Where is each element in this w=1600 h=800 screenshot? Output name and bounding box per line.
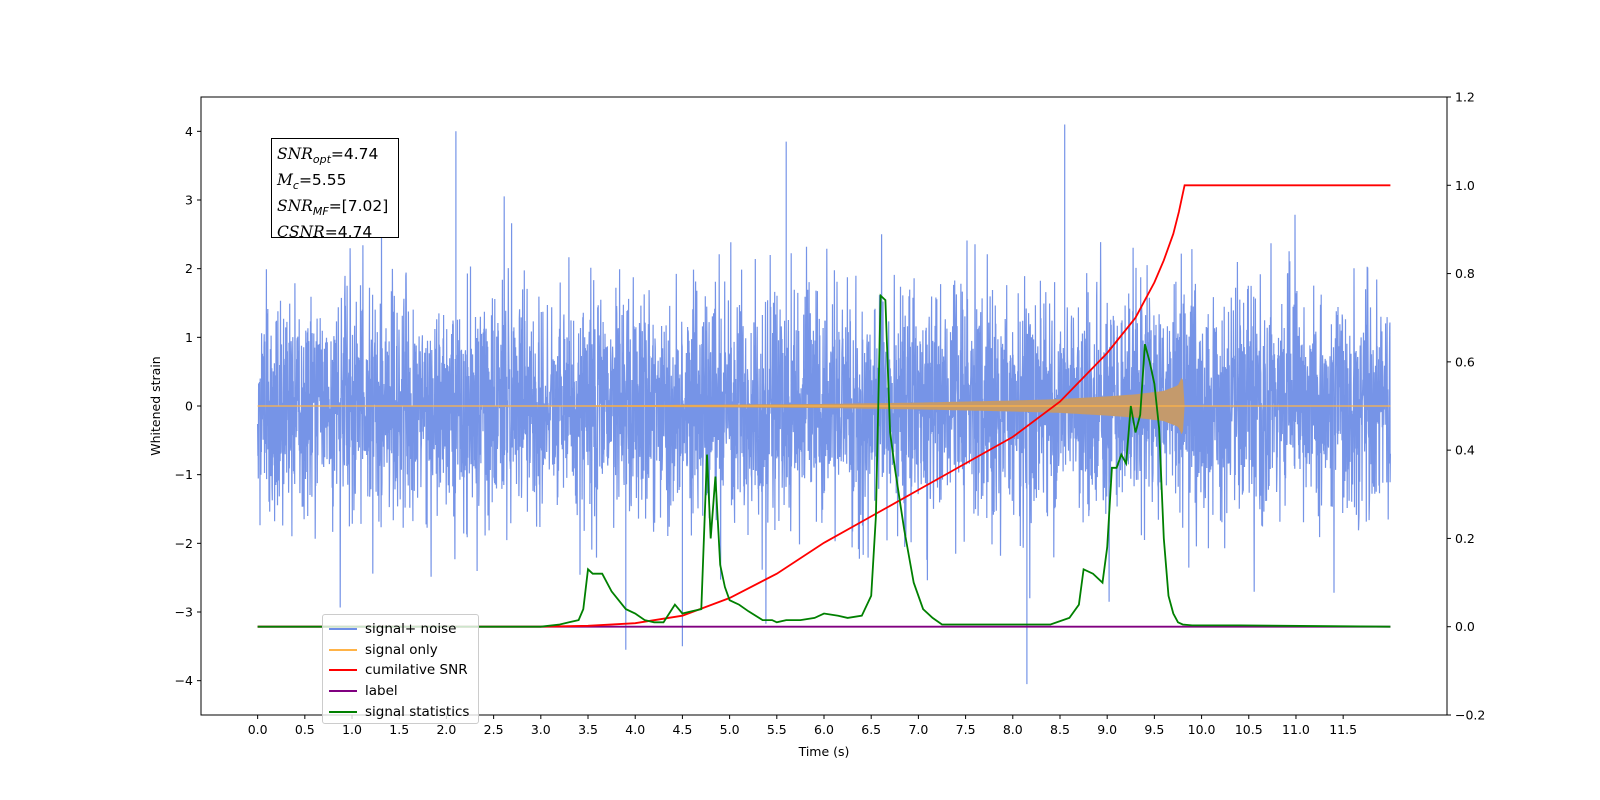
snr-opt-annotation: SNRopt=4.74 bbox=[277, 145, 379, 167]
x-tick-label: 11.5 bbox=[1329, 722, 1357, 737]
x-tick-label: 6.5 bbox=[861, 722, 881, 737]
mc-annotation: Mc=5.55 bbox=[277, 171, 347, 193]
snr-annotation-box: SNRopt=4.74 Mc=5.55 SNRMF=[7.02] CSNR=4.… bbox=[271, 138, 399, 241]
signal-noise-series bbox=[257, 124, 1391, 685]
legend-swatch bbox=[329, 710, 357, 713]
y2-tick-label: 1.0 bbox=[1455, 178, 1475, 193]
legend-item-signal-noise: signal+ noise bbox=[329, 619, 478, 640]
y2-tick-label: 0.0 bbox=[1455, 619, 1475, 634]
y2-tick-label: 0.2 bbox=[1455, 531, 1475, 546]
legend-item-signal-only: signal only bbox=[329, 640, 478, 661]
x-tick-label: 1.0 bbox=[342, 722, 362, 737]
y-tick-label: −3 bbox=[175, 605, 193, 620]
snr-mf-annotation: SNRMF=[7.02] bbox=[277, 197, 389, 219]
y-tick-label: −2 bbox=[175, 536, 193, 551]
y2-tick-label: −0.2 bbox=[1455, 708, 1485, 723]
legend-item-label: label bbox=[329, 681, 478, 702]
x-tick-label: 2.0 bbox=[436, 722, 456, 737]
x-tick-label: 11.0 bbox=[1282, 722, 1310, 737]
legend-label: signal+ noise bbox=[365, 621, 457, 638]
x-tick-label: 8.5 bbox=[1050, 722, 1070, 737]
x-tick-label: 8.0 bbox=[1003, 722, 1023, 737]
y2-axis-ticks: −0.2 0.0 0.2 0.4 0.6 0.8 1.0 1.2 bbox=[1447, 90, 1485, 723]
x-tick-label: 1.5 bbox=[389, 722, 409, 737]
x-tick-label: 5.0 bbox=[720, 722, 740, 737]
signal-only-series bbox=[257, 377, 1391, 435]
y-tick-label: 0 bbox=[185, 399, 193, 414]
x-axis-label: Time (s) bbox=[798, 744, 850, 759]
legend-swatch bbox=[329, 669, 357, 672]
x-tick-label: 6.0 bbox=[814, 722, 834, 737]
csnr-annotation: CSNR=4.74 bbox=[277, 223, 373, 242]
y-axis-label: Whitened strain bbox=[148, 356, 163, 455]
cumulative-snr-line bbox=[257, 184, 1391, 628]
legend-label: signal only bbox=[365, 641, 438, 658]
x-tick-label: 0.5 bbox=[295, 722, 315, 737]
x-tick-label: 10.0 bbox=[1188, 722, 1216, 737]
y-tick-label: −1 bbox=[175, 467, 193, 482]
legend-item-cumulative-snr: cumilative SNR bbox=[329, 660, 478, 681]
x-tick-label: 0.0 bbox=[248, 722, 268, 737]
x-tick-label: 3.5 bbox=[578, 722, 598, 737]
legend-swatch bbox=[329, 690, 357, 693]
x-tick-label: 4.5 bbox=[672, 722, 692, 737]
legend-label: cumilative SNR bbox=[365, 662, 468, 679]
y-axis-ticks: −4 −3 −2 −1 0 1 2 3 4 bbox=[175, 124, 201, 688]
signal-noise-line bbox=[257, 124, 1391, 685]
x-axis-ticks: 0.0 0.5 1.0 1.5 2.0 2.5 3.0 3.5 4.0 4.5 5.0 5.5 6.0 6… bbox=[248, 715, 1357, 737]
x-tick-label: 4.0 bbox=[625, 722, 645, 737]
x-tick-label: 5.5 bbox=[767, 722, 787, 737]
legend-swatch bbox=[329, 628, 357, 631]
y2-tick-label: 0.4 bbox=[1455, 443, 1475, 458]
y-tick-label: 1 bbox=[185, 330, 193, 345]
y-tick-label: 4 bbox=[185, 124, 193, 139]
x-tick-label: 7.5 bbox=[956, 722, 976, 737]
legend: signal+ noise signal only cumilative SNR… bbox=[322, 614, 479, 724]
y-tick-label: 3 bbox=[185, 193, 193, 208]
legend-swatch bbox=[329, 648, 357, 651]
signal-statistics-line bbox=[257, 293, 1391, 628]
y2-tick-label: 0.8 bbox=[1455, 266, 1475, 281]
x-tick-label: 9.5 bbox=[1144, 722, 1164, 737]
x-tick-label: 2.5 bbox=[484, 722, 504, 737]
x-tick-label: 9.0 bbox=[1097, 722, 1117, 737]
legend-label: label bbox=[365, 683, 398, 700]
y-tick-label: 2 bbox=[185, 261, 193, 276]
legend-item-signal-statistics: signal statistics bbox=[329, 701, 478, 722]
y2-tick-label: 0.6 bbox=[1455, 354, 1475, 369]
x-tick-label: 10.5 bbox=[1235, 722, 1263, 737]
x-tick-label: 3.0 bbox=[531, 722, 551, 737]
x-tick-label: 7.0 bbox=[908, 722, 928, 737]
y2-tick-label: 1.2 bbox=[1455, 90, 1475, 105]
legend-label: signal statistics bbox=[365, 703, 470, 720]
y-tick-label: −4 bbox=[175, 673, 193, 688]
